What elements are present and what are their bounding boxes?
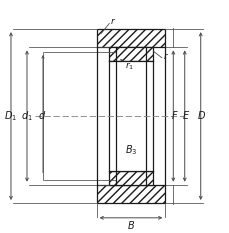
Text: F: F xyxy=(171,111,177,121)
Text: $D_1$: $D_1$ xyxy=(4,109,17,123)
Text: r: r xyxy=(110,17,114,26)
Text: $r_1$: $r_1$ xyxy=(124,61,134,72)
Text: r: r xyxy=(163,52,166,61)
Bar xyxy=(109,61,114,66)
Text: E: E xyxy=(182,111,188,121)
Text: $d_1$: $d_1$ xyxy=(21,109,33,123)
Bar xyxy=(96,185,165,203)
Bar xyxy=(146,61,152,66)
Bar xyxy=(109,61,152,171)
Bar xyxy=(109,171,152,185)
Bar xyxy=(109,48,152,61)
Text: B: B xyxy=(127,221,134,231)
Text: $B_3$: $B_3$ xyxy=(124,144,137,157)
Bar xyxy=(146,166,152,171)
Bar xyxy=(96,29,165,48)
Text: d: d xyxy=(38,111,45,121)
Bar xyxy=(109,166,114,171)
Text: D: D xyxy=(197,111,204,121)
